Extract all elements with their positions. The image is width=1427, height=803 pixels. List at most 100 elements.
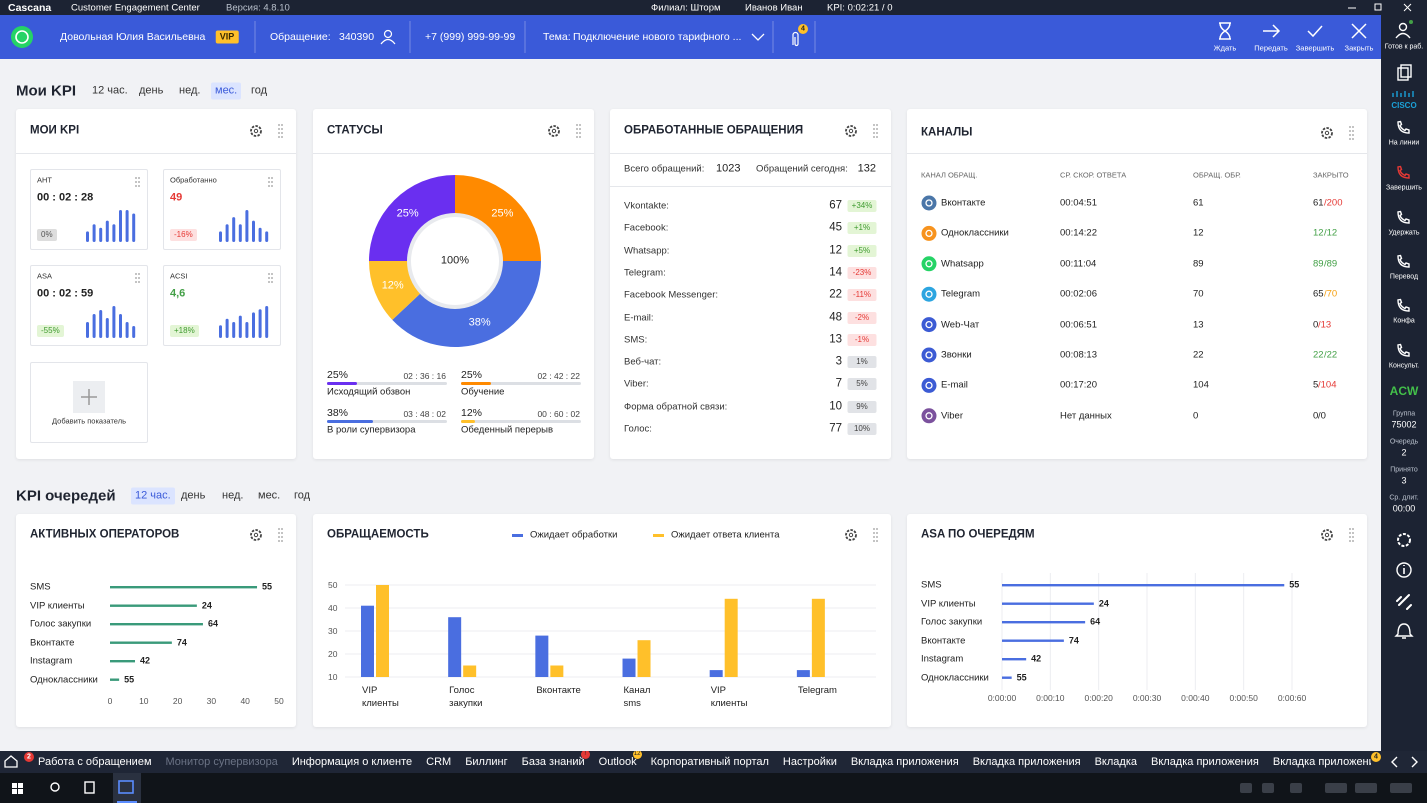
widget-card: [907, 514, 1367, 727]
tab-badge: !: [580, 751, 590, 759]
stat-label: Очередь: [1389, 438, 1419, 446]
drag-dot: [278, 528, 280, 530]
ready-label[interactable]: Готов к раб.: [1384, 43, 1424, 51]
bar-label: 55: [1289, 579, 1300, 590]
widget-title: ОБРАЩАЕМОСТЬ: [327, 528, 429, 541]
channel-icon: [921, 225, 937, 241]
action-icon: [1307, 25, 1323, 38]
kpi-bar: [132, 213, 136, 242]
kpi-bar: [219, 231, 222, 242]
call-button[interactable]: Завершить: [1386, 184, 1422, 192]
active-app-bg: [113, 773, 141, 803]
bar-label: 55: [1016, 672, 1027, 682]
channel-delta: +5%: [847, 244, 877, 257]
period-option[interactable]: день: [181, 489, 206, 502]
period-option[interactable]: день: [139, 84, 164, 97]
y-tick-label: 20: [328, 648, 338, 659]
tab[interactable]: Вкладка приложения: [972, 756, 1081, 768]
channel-name: Веб-чат:: [624, 356, 662, 368]
tab[interactable]: Outlook 12: [598, 751, 642, 768]
period-option[interactable]: нед.: [222, 489, 244, 502]
channel-count: 13: [829, 333, 842, 346]
tab[interactable]: База знаний!: [522, 751, 590, 768]
legend-time: 02 : 36 : 16: [403, 370, 446, 381]
period-option[interactable]: мес.: [211, 82, 242, 100]
donut-center: 100%: [440, 254, 470, 267]
legend-time: 03 : 48 : 02: [403, 408, 446, 419]
bar: [463, 665, 477, 677]
branch: Филиал: Шторм: [651, 2, 721, 14]
tab-bar: [0, 751, 1381, 773]
call-button[interactable]: Удержать: [1388, 229, 1420, 237]
drag-dot: [876, 532, 878, 534]
closed-count: 61: [1313, 197, 1324, 209]
whatsapp-icon: [11, 26, 33, 48]
closed-total: /13: [1318, 318, 1332, 330]
period-option[interactable]: мес.: [258, 489, 281, 502]
action-button[interactable]: Ждать: [1213, 43, 1237, 53]
bar-plot: [345, 584, 876, 678]
action-button[interactable]: Закрыть: [1344, 43, 1374, 53]
legend-track: [461, 420, 581, 423]
gear-icon: [1321, 529, 1333, 541]
period-option[interactable]: нед.: [179, 84, 201, 97]
total-label: Всего обращений:: [624, 163, 705, 175]
period-option[interactable]: 12 час.: [92, 84, 128, 97]
drag-dot: [1349, 532, 1351, 534]
segment-label: 25%: [396, 207, 419, 220]
tab[interactable]: Настройки: [782, 756, 837, 768]
tab[interactable]: Вкладка приложения: [1272, 756, 1371, 768]
donut-inner-ring: [407, 213, 503, 309]
drag-dot: [271, 185, 273, 187]
tab[interactable]: Монитор супервизора: [165, 756, 278, 768]
ticket-label: Обращение:: [270, 30, 331, 43]
tab[interactable]: Информация о клиенте: [291, 756, 413, 768]
bar: [724, 598, 738, 677]
y-tick-label: 50: [328, 579, 338, 590]
channel-delta: -2%: [847, 311, 877, 324]
period-option[interactable]: год: [294, 489, 311, 502]
channel-icon-glyph: [925, 381, 933, 390]
tab[interactable]: Корпоративный портал: [650, 756, 769, 768]
response-speed: 00:08:13: [1060, 349, 1097, 361]
bar-label: 74: [1068, 635, 1079, 645]
tab[interactable]: CRM: [426, 756, 452, 768]
tab[interactable]: Биллинг: [465, 756, 508, 768]
legend-percent: 38%: [327, 406, 349, 419]
closed-total: /104: [1318, 379, 1337, 391]
tab[interactable]: Вкладка приложения: [1151, 756, 1259, 768]
tab[interactable]: Работа с обращением: [38, 756, 152, 768]
call-button[interactable]: На линии: [1388, 139, 1420, 147]
tab[interactable]: Вкладка: [1094, 756, 1137, 768]
bar-label: 24: [201, 600, 212, 610]
vip-badge: VIP: [215, 30, 239, 44]
kpi-bar: [238, 224, 242, 242]
period-option[interactable]: год: [251, 84, 268, 97]
kpi-value: 49: [170, 191, 183, 204]
app-name: Customer Engagement Center: [71, 2, 200, 14]
drag-dot: [281, 540, 283, 542]
channel-delta: 1%: [847, 356, 877, 369]
drag-dot: [135, 281, 137, 283]
call-button[interactable]: Консульт.: [1388, 362, 1420, 370]
call-button[interactable]: Конфа: [1393, 317, 1415, 325]
title-bar: [0, 0, 1427, 15]
channel-count: 10: [829, 399, 842, 412]
widget-tools: [845, 124, 878, 138]
today-label: Обращений сегодня:: [756, 163, 848, 175]
action-button[interactable]: Завершить: [1295, 43, 1335, 53]
bar-label: 42: [140, 655, 151, 666]
start-icon: [12, 783, 17, 788]
channel-name: Viber:: [624, 378, 649, 390]
header-icons: [11, 21, 1367, 53]
legend-name: В роли супервизора: [327, 424, 416, 436]
channel-name: Vkontakte:: [624, 200, 669, 212]
x-tick-label: 0:00:00: [987, 692, 1017, 703]
gear-icon: [845, 529, 857, 541]
call-button[interactable]: Перевод: [1389, 273, 1419, 281]
tab[interactable]: Вкладка приложения: [850, 756, 959, 768]
closed-total: /22: [1324, 349, 1338, 361]
action-button[interactable]: Передать: [1254, 43, 1288, 53]
legend-track: [327, 420, 447, 423]
period-option[interactable]: 12 час.: [131, 487, 175, 505]
